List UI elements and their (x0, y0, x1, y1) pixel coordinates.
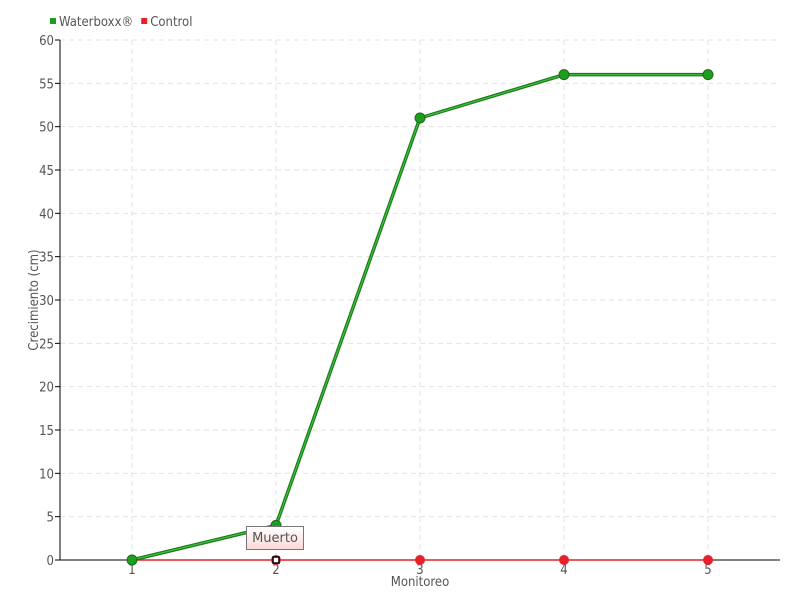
y-tick-label: 60 (39, 34, 54, 49)
x-axis-label: Monitoreo (391, 575, 450, 590)
data-point (702, 69, 714, 81)
y-tick-label: 20 (39, 381, 54, 396)
data-point (126, 554, 138, 566)
data-point (559, 555, 569, 565)
legend-swatch (50, 18, 56, 24)
y-tick-label: 5 (47, 511, 54, 526)
data-point (414, 112, 426, 124)
series-line-highlight (131, 74, 708, 561)
tooltip: Muerto (246, 526, 304, 550)
y-tick-label: 40 (39, 207, 54, 222)
y-tick-label: 15 (39, 424, 54, 439)
hover-marker (272, 556, 280, 564)
y-tick-label: 45 (39, 164, 54, 179)
x-tick-label: 1 (128, 563, 135, 578)
data-point (415, 555, 425, 565)
legend-label: Waterboxx® (59, 15, 133, 30)
y-tick-label: 0 (47, 554, 54, 569)
x-tick-label: 3 (416, 563, 423, 578)
x-tick-label: 2 (272, 563, 279, 578)
legend-label: Control (150, 15, 192, 30)
legend-swatch (141, 18, 148, 24)
y-tick-label: 55 (39, 77, 54, 92)
y-tick-label: 35 (39, 251, 54, 266)
data-point (558, 69, 570, 81)
data-point (703, 555, 713, 565)
y-axis-label: Crecimiento (cm) (27, 249, 42, 350)
y-tick-label: 10 (39, 467, 54, 482)
series-line (131, 72, 708, 562)
x-tick-label: 4 (560, 563, 567, 578)
y-tick-label: 30 (39, 294, 54, 309)
y-tick-label: 50 (39, 121, 54, 136)
y-tick-label: 25 (39, 337, 54, 352)
x-tick-label: 5 (704, 563, 711, 578)
